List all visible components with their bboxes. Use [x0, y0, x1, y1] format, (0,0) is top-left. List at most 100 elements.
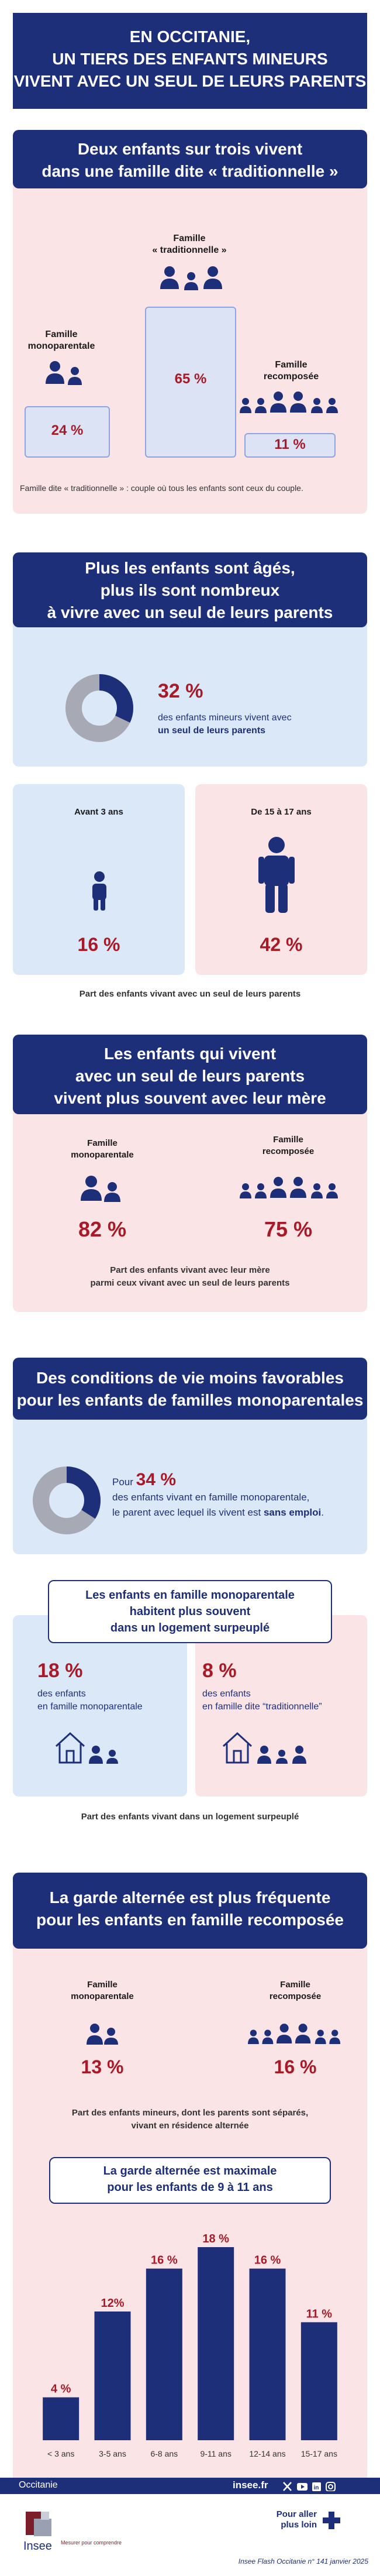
s5-right-text-line1: des enfants: [202, 1689, 251, 1699]
category-label-1: 3-5 ans: [99, 2449, 126, 2458]
section4-header-line2: pour les enfants de familles monoparenta…: [16, 1391, 364, 1409]
s6-mono-value: 13 %: [81, 2056, 124, 2077]
s3-recomp-label-line1: Famille: [273, 1135, 303, 1145]
s3-mono-label-line2: monoparentale: [71, 1150, 134, 1160]
house-mono-family-icon: [54, 1730, 124, 1765]
section2-header-line2: plus ils sont nombreux: [100, 581, 280, 599]
trad-label-line2: « traditionnelle »: [152, 245, 227, 255]
donut-chart-34: [33, 1466, 101, 1534]
s4-text-line2a: le parent avec lequel ils vivent est: [112, 1507, 261, 1518]
bar-0: [43, 2397, 80, 2440]
section1-header: Deux enfants sur trois vivent dans une f…: [13, 130, 367, 188]
mother-child-icon: [80, 1175, 124, 1203]
s3-recomposed-family-icon: [240, 1176, 339, 1200]
s5-left-text-line1: des enfants: [37, 1689, 86, 1699]
footer-reference: Insee Flash Occitanie n° 141 janvier 202…: [238, 2557, 368, 2565]
bar-value-label-3: 18 %: [202, 2232, 229, 2245]
s5-right-value: 8 %: [202, 1660, 237, 1682]
chart-title-line1: La garde alternée est maximale: [103, 2165, 277, 2177]
s4-text-line1: des enfants vivant en famille monoparent…: [112, 1492, 310, 1503]
mono-family-bar: [25, 406, 110, 458]
s6-recomp-value: 16 %: [274, 2056, 317, 2077]
s6-caption-line1: Part des enfants mineurs, dont les paren…: [71, 2108, 309, 2118]
section1-header-line2: dans une famille dite « traditionnelle »: [42, 162, 338, 180]
recomp-family-bar: [244, 433, 336, 458]
x-icon: [283, 2482, 292, 2491]
s2-value: 32 %: [158, 680, 203, 702]
more-info-link[interactable]: Pour aller plus loin: [276, 2509, 317, 2530]
s6-recomp-label-line2: recomposée: [269, 1991, 322, 2001]
s6-recomp-label: Famille recomposée: [246, 1979, 345, 2003]
s6-mono-label-line1: Famille: [87, 1980, 118, 1990]
social-icons: in: [283, 2482, 339, 2491]
footer-site-link[interactable]: insee.fr: [233, 2479, 268, 2491]
section5-header: Les enfants en famille monoparentale hab…: [48, 1580, 332, 1643]
section5-header-line3: dans un logement surpeuplé: [110, 1622, 270, 1634]
recomp-label-line2: recomposée: [263, 372, 319, 382]
trad-label-line1: Famille: [173, 233, 206, 243]
house-trad-family-icon: [221, 1730, 326, 1765]
s4-value: 34 %: [136, 1470, 177, 1489]
mono-family-value: 24 %: [51, 423, 84, 438]
s2-text-line2: un seul de leurs parents: [158, 726, 266, 736]
family-two-parents-one-child-icon: [159, 266, 223, 291]
section6-header-line2: pour les enfants en famille recomposée: [36, 1911, 344, 1929]
insee-brand: Insee: [23, 2540, 52, 2553]
s1-footnote: Famille dite « traditionnelle » : couple…: [20, 483, 303, 493]
bar-value-label-1: 12%: [101, 2297, 124, 2310]
plus-icon[interactable]: [322, 2510, 341, 2530]
s6-recomposed-family-icon: [248, 2022, 341, 2046]
young-age-label: Avant 3 ans: [74, 807, 123, 817]
page-title-line2: UN TIERS DES ENFANTS MINEURS: [52, 50, 328, 68]
section6-header: La garde alternée est plus fréquente pou…: [13, 1873, 367, 1949]
category-label-2: 6-8 ans: [150, 2449, 178, 2458]
recomp-family-label: Famille recomposée: [244, 359, 338, 383]
s5-left-value: 18 %: [37, 1660, 83, 1682]
category-label-0: < 3 ans: [47, 2449, 74, 2458]
linkedin-icon: in: [312, 2482, 321, 2491]
young-age-value: 16 %: [77, 934, 120, 955]
toddler-icon: [88, 871, 111, 912]
s5-right-text-line2: en famille dite “traditionnelle”: [202, 1702, 322, 1712]
section5-header-line2: habitent plus souvent: [129, 1605, 251, 1618]
trad-family-label: Famille « traditionnelle »: [145, 233, 234, 256]
s6-mono-label-line2: monoparentale: [71, 1991, 134, 2001]
age-bar-chart: 4 % < 3 ans 12% 3-5 ans 16 % 6-8 ans 18 % 9-11 …: [35, 2224, 345, 2469]
s4-text: Pour 34 % des enfants vivant en famille …: [112, 1470, 364, 1520]
s4-text-line2b: sans emploi: [263, 1507, 322, 1518]
s4-text-line2: le parent avec lequel ils vivent est san…: [112, 1505, 364, 1520]
page-title-banner: EN OCCITANIE, UN TIERS DES ENFANTS MINEU…: [13, 13, 367, 109]
s4-text-line2c: .: [321, 1507, 324, 1518]
section6-header-line1: La garde alternée est plus fréquente: [49, 1888, 331, 1907]
svg-text:in: in: [314, 2485, 319, 2491]
category-label-5: 15-17 ans: [301, 2449, 337, 2458]
s3-mono-value: 82 %: [78, 1217, 127, 1241]
page-title-line3: VIVENT AVEC UN SEUL DE LEURS PARENTS: [13, 72, 367, 90]
section2-header-line3: à vivre avec un seul de leurs parents: [47, 603, 333, 621]
section1-header-line1: Deux enfants sur trois vivent: [77, 140, 303, 158]
family-one-parent-one-child-icon: [44, 360, 85, 386]
section3-header-line2: avec un seul de leurs parents: [75, 1067, 305, 1085]
section4-header-line1: Des conditions de vie moins favorables: [36, 1369, 344, 1387]
s3-recomp-value: 75 %: [264, 1217, 313, 1241]
s5-caption: Part des enfants vivant dans un logement…: [81, 1812, 299, 1822]
section4-header: Des conditions de vie moins favorables p…: [13, 1358, 367, 1420]
chart-title-line2: pour les enfants de 9 à 11 ans: [107, 2181, 273, 2194]
footer-region: Occitanie: [19, 2480, 58, 2490]
trad-family-value: 65 %: [174, 371, 207, 387]
s2-text: des enfants mineurs vivent avec un seul …: [158, 712, 292, 737]
section5-header-line1: Les enfants en famille monoparentale: [85, 1589, 295, 1602]
s3-recomp-label: Famille recomposée: [239, 1134, 338, 1158]
s3-mono-label: Famille monoparentale: [53, 1138, 152, 1161]
section3-header-line1: Les enfants qui vivent: [103, 1045, 277, 1063]
s3-caption: Part des enfants vivant avec leur mère p…: [13, 1264, 367, 1290]
section3-header: Les enfants qui vivent avec un seul de l…: [13, 1035, 367, 1114]
section2-header: Plus les enfants sont âgés, plus ils son…: [13, 552, 367, 627]
recomposed-family-icon: [240, 391, 339, 414]
chart-title: La garde alternée est maximale pour les …: [49, 2157, 331, 2204]
bar-value-label-2: 16 %: [151, 2254, 178, 2267]
category-label-4: 12-14 ans: [249, 2449, 285, 2458]
youtube-icon: [297, 2483, 308, 2491]
s3-caption-line1: Part des enfants vivant avec leur mère: [110, 1265, 270, 1275]
s6-caption-line2: vivant en résidence alternée: [131, 2121, 249, 2131]
